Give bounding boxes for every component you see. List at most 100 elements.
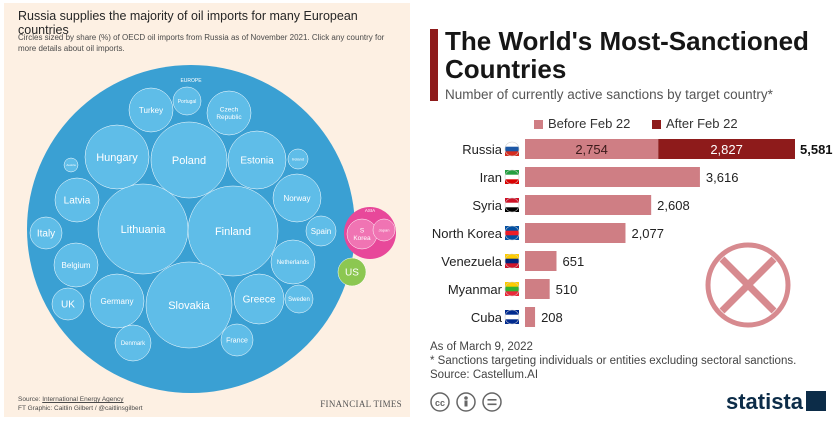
bubble-label-s-korea: Korea [353,235,371,242]
bubble-label-latvia: Latvia [64,196,91,207]
bubble-hungary[interactable] [84,124,150,190]
flag-iran-icon [504,169,520,185]
bar-before-cuba [525,307,536,327]
bubble-finland[interactable] [187,185,279,277]
legend-after-label: After Feb 22 [666,116,738,131]
bubble-label-estonia: Estonia [240,156,274,167]
europe-group-label: EUROPE [180,78,202,84]
category-label-syria: Syria [472,198,502,213]
bubble-label-hungary: Hungary [96,152,138,164]
source-link[interactable]: International Energy Agency [42,396,124,403]
bubble-label-japan: Japan [379,227,390,232]
legend-after: After Feb 22 [652,116,738,131]
bubble-label-slovakia: Slovakia [168,300,210,312]
flag-syria-icon [504,197,520,213]
bar-chart-title: The World's Most-Sanctioned Countries [418,27,835,83]
bubble-japan[interactable] [372,218,396,242]
asia-group-label: ASIA [365,208,375,213]
bubble-label-s-korea: S [360,228,365,235]
bubble-label-italy: Italy [37,229,55,240]
bubble-label-austria: Austria [66,163,76,167]
bar-chart-subtitle: Number of currently active sanctions by … [445,87,773,102]
bubble-label-france: France [226,337,248,344]
bubble-us[interactable] [337,257,367,287]
statista-panel: The World's Most-Sanctioned Countries Nu… [418,3,836,417]
bubble-label-finland: Finland [215,226,251,238]
bubble-greece[interactable] [233,273,285,325]
license-icons: cc [430,392,502,412]
bubble-label-czech-republic: Czech [220,107,239,114]
bubble-chart-title: Russia supplies the majority of oil impo… [18,9,358,37]
statista-mark-icon [806,391,826,411]
ft-brand: FINANCIAL TIMES [320,399,402,409]
bar-chart: Russia 2,754 2,827 5,581 Iran 3,616 Syria 2,608… [432,139,833,328]
bubble-ireland[interactable] [287,148,309,170]
bubble-label-uk: UK [61,300,75,311]
footnote: * Sanctions targeting individuals or ent… [430,355,797,367]
flag-north-korea-icon [504,225,520,241]
bar-before-myanmar [525,279,550,299]
stack-label-before: 2,754 [575,142,608,157]
bubble-label-greece: Greece [243,295,276,306]
statista-wordmark: statista [725,389,803,414]
bubble-denmark[interactable] [114,324,152,362]
bubble-label-lithuania: Lithuania [121,224,167,236]
nd-icon [482,392,502,412]
value-label-venezuela: 651 [562,254,584,269]
bubble-label-us: US [345,268,359,279]
legend-before-label: Before Feb 22 [548,116,631,131]
legend: Before Feb 22 After Feb 22 [534,116,756,131]
svg-text:cc: cc [435,398,445,408]
value-label-cuba: 208 [541,310,563,325]
bubble-poland[interactable] [150,121,228,199]
bubble-label-portugal: Portugal [178,99,197,105]
bar-after-russia [658,139,795,159]
bubble-portugal[interactable] [172,86,202,116]
bubble-germany[interactable] [89,273,145,329]
bubble-label-czech-republic: Republic [216,114,242,121]
total-label: 5,581 [800,142,833,157]
value-label-syria: 2,608 [657,198,690,213]
flag-cuba-icon [504,309,520,325]
category-label-russia: Russia [462,142,503,157]
bubble-label-ireland: Ireland [292,156,304,161]
bar-before-venezuela [525,251,557,271]
bubble-label-denmark: Denmark [121,341,146,347]
value-label-iran: 3,616 [706,170,739,185]
bubble-czech-republic[interactable] [206,90,252,136]
bubble-chart: EUROPE ASIA Lithuania Finland Slovakia Poland… [27,65,396,393]
category-label-venezuela: Venezuela [441,254,502,269]
by-icon [456,392,476,412]
date-note: As of March 9, 2022 [430,341,533,353]
bubble-belgium[interactable] [53,242,99,288]
bubble-austria[interactable] [63,157,79,173]
value-label-north-korea: 2,077 [631,226,664,241]
bubble-sweden[interactable] [284,284,314,314]
bubble-chart-subtitle: Circles sized by share (%) of OECD oil i… [18,33,385,53]
legend-before-swatch [534,120,543,130]
bubble-label-spain: Spain [311,227,331,236]
bar-before-north-korea [525,223,626,243]
bubble-label-turkey: Turkey [139,106,163,115]
bar-before-iran [525,167,700,187]
statista-logo: statista [726,389,826,415]
bubble-label-netherlands: Netherlands [277,260,309,266]
graphic-credit: FT Graphic: Caitlin Gilbert / @caitlinsg… [18,405,143,412]
bubble-netherlands[interactable] [270,239,316,285]
bubble-norway[interactable] [272,173,322,223]
bubble-slovakia[interactable] [145,261,233,349]
bubble-france[interactable] [220,323,254,357]
bubble-spain[interactable] [305,215,337,247]
source-note: Source: Castellum.AI [430,369,539,381]
bubble-estonia[interactable] [227,130,287,190]
source-label: Source: [18,396,43,403]
category-label-iran: Iran [480,170,502,185]
bubble-label-sweden: Sweden [288,297,310,303]
bubble-italy[interactable] [29,216,63,250]
bar-before-russia [525,139,659,159]
bubble-latvia[interactable] [54,177,100,223]
flag-russia-icon [504,141,520,157]
bubble-turkey[interactable] [128,87,174,133]
ft-footer: Source: International Energy Agency FT G… [18,395,143,413]
bubble-uk[interactable] [51,287,85,321]
